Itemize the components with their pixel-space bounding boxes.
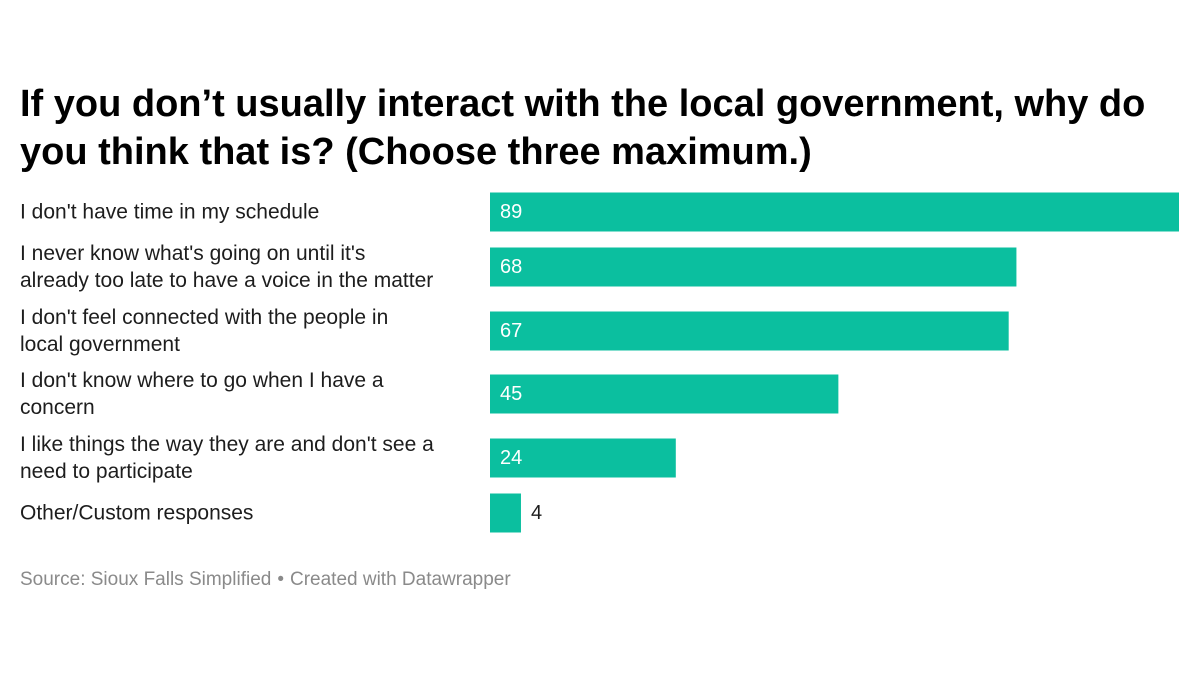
footer-separator: • — [277, 569, 284, 590]
credit-note: Created with Datawrapper — [289, 569, 511, 590]
source-note: Source: Sioux Falls Simplified — [20, 569, 272, 590]
category-label-3-line-1: concern — [20, 396, 95, 419]
value-label-0: 89 — [500, 201, 522, 223]
bar-1 — [490, 247, 1017, 287]
chart-footer: Source: Sioux Falls Simplified • Created w… — [20, 569, 511, 591]
bar-3 — [490, 374, 839, 414]
category-label-2-line-0: I don't feel connected with the people i… — [20, 306, 388, 329]
category-label-3-line-0: I don't know where to go when I have a — [20, 369, 384, 392]
category-label-4-line-0: I like things the way they are and don't… — [20, 433, 434, 456]
chart-title: If you don’t usually interact with the l… — [20, 83, 1146, 173]
category-label-5: Other/Custom responses — [20, 502, 253, 525]
category-label-4-line-1: need to participate — [20, 460, 193, 483]
value-label-3: 45 — [500, 383, 522, 405]
bar-0 — [490, 192, 1179, 232]
bar-5 — [490, 493, 521, 533]
value-label-5: 4 — [531, 502, 542, 524]
category-label-0: I don't have time in my schedule — [20, 201, 319, 224]
category-label-1-line-1: already too late to have a voice in the … — [20, 269, 433, 292]
value-label-1: 68 — [500, 256, 522, 278]
category-label-1-line-0: I never know what's going on until it's — [20, 242, 365, 265]
bar-2 — [490, 311, 1009, 351]
bar-4 — [490, 438, 676, 478]
category-label-2-line-1: local government — [20, 333, 180, 356]
value-label-2: 67 — [500, 320, 522, 342]
value-label-4: 24 — [500, 447, 522, 469]
